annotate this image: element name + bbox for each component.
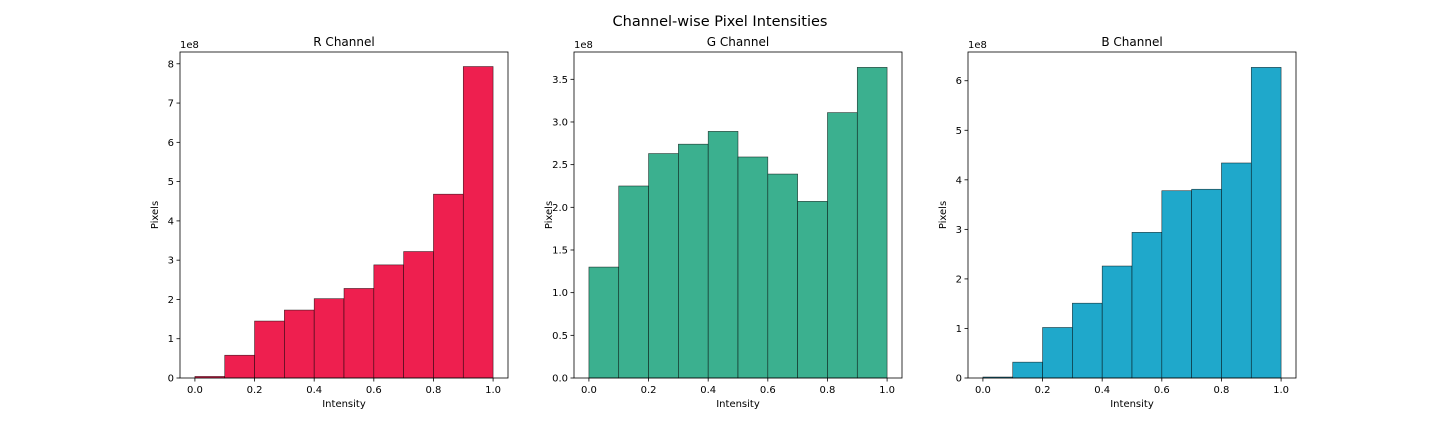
y-tick-label: 5 bbox=[168, 177, 174, 188]
y-tick-label: 2.5 bbox=[552, 160, 568, 171]
x-tick-label: 1.0 bbox=[485, 385, 501, 396]
histogram-bar bbox=[343, 288, 375, 379]
y-tick-label: 1 bbox=[168, 334, 174, 345]
x-tick-label: 0.6 bbox=[1154, 385, 1170, 396]
histogram-bar bbox=[1221, 162, 1252, 379]
x-tick-label: 0.0 bbox=[975, 385, 991, 396]
y-tick-label: 0 bbox=[168, 374, 174, 385]
histogram-bar bbox=[224, 354, 255, 379]
x-axis-label: Intensity bbox=[1110, 399, 1154, 410]
y-offset-label: 1e8 bbox=[574, 40, 593, 51]
histogram-bar bbox=[284, 309, 315, 379]
histogram-bar bbox=[856, 67, 888, 379]
histogram-bar bbox=[433, 193, 464, 379]
y-tick-label: 6 bbox=[168, 138, 174, 149]
y-tick-label: 0.0 bbox=[552, 374, 568, 385]
y-axis-label: Pixels bbox=[544, 201, 555, 229]
x-tick-label: 0.2 bbox=[247, 385, 263, 396]
y-tick-label: 2 bbox=[956, 274, 962, 285]
y-tick-label: 1.5 bbox=[552, 245, 568, 256]
axes-frame bbox=[573, 51, 903, 379]
histogram-bar bbox=[737, 156, 769, 379]
subplot-g: 0.0 0.2 0.4 0.6 0.8 1.0 0.0 0.5 1.0 1.5 2.0 2.5 3.0 3… bbox=[544, 35, 903, 410]
x-tick-label: 0.4 bbox=[1094, 385, 1110, 396]
histogram-bar bbox=[827, 112, 858, 379]
subplot-title: B Channel bbox=[1101, 35, 1162, 49]
x-tick-label: 1.0 bbox=[879, 385, 895, 396]
y-axis-label: Pixels bbox=[938, 201, 949, 229]
y-tick-label: 4 bbox=[168, 216, 174, 227]
y-tick-label: 7 bbox=[168, 99, 174, 110]
x-tick-label: 0.8 bbox=[426, 385, 442, 396]
y-tick-label: 1 bbox=[956, 324, 962, 335]
y-tick-label: 1.0 bbox=[552, 288, 568, 299]
axes-frame bbox=[179, 51, 509, 379]
subplot-title: R Channel bbox=[313, 35, 374, 49]
x-tick-label: 0.8 bbox=[1214, 385, 1230, 396]
histogram-bar bbox=[462, 66, 494, 379]
x-tick-label: 1.0 bbox=[1273, 385, 1289, 396]
histogram-bar bbox=[767, 173, 798, 379]
y-tick-label: 0.5 bbox=[552, 331, 568, 342]
histogram-bar bbox=[373, 264, 404, 379]
y-tick-label: 2.0 bbox=[552, 203, 568, 214]
y-tick-label: 2 bbox=[168, 295, 174, 306]
x-tick-label: 0.6 bbox=[366, 385, 382, 396]
histogram-bar bbox=[588, 266, 620, 379]
y-tick-label: 0 bbox=[956, 374, 962, 385]
x-tick-label: 0.6 bbox=[760, 385, 776, 396]
histogram-bar bbox=[254, 320, 285, 379]
histogram-bar bbox=[1101, 265, 1133, 379]
x-tick-label: 0.4 bbox=[306, 385, 322, 396]
y-tick-label: 4 bbox=[956, 175, 962, 186]
subplot-r: 0.0 0.2 0.4 0.6 0.8 1.0 0 1 2 3 4 5 6 7 8 1e8 R Channel I… bbox=[150, 35, 509, 410]
y-offset-label: 1e8 bbox=[180, 40, 199, 51]
histogram-bar bbox=[797, 201, 828, 379]
y-tick-label: 3.0 bbox=[552, 117, 568, 128]
axes-frame bbox=[967, 51, 1297, 379]
histogram-bar bbox=[1042, 327, 1073, 379]
x-tick-label: 0.0 bbox=[581, 385, 597, 396]
y-tick-label: 6 bbox=[956, 76, 962, 87]
subplots: 0.0 0.2 0.4 0.6 0.8 1.0 0 1 2 3 4 5 6 7 8 1e8 R Channel I… bbox=[150, 35, 1297, 410]
y-offset-label: 1e8 bbox=[968, 40, 987, 51]
x-tick-label: 0.0 bbox=[187, 385, 203, 396]
histogram-bar bbox=[403, 251, 434, 379]
histogram-bar bbox=[648, 153, 679, 379]
x-axis-label: Intensity bbox=[716, 399, 760, 410]
y-tick-label: 3 bbox=[956, 225, 962, 236]
histogram-bar bbox=[1161, 190, 1192, 379]
histogram-bar bbox=[707, 131, 739, 379]
histogram-bar bbox=[1131, 232, 1163, 379]
x-tick-label: 0.2 bbox=[1035, 385, 1051, 396]
histogram-bar bbox=[678, 143, 709, 379]
figure-title: Channel-wise Pixel Intensities bbox=[613, 14, 828, 30]
x-tick-label: 0.2 bbox=[641, 385, 657, 396]
y-tick-label: 8 bbox=[168, 59, 174, 70]
subplot-b: 0.0 0.2 0.4 0.6 0.8 1.0 0 1 2 3 4 5 6 1e8 B Channel Int… bbox=[938, 35, 1297, 410]
subplot-title: G Channel bbox=[707, 35, 769, 49]
x-tick-label: 0.8 bbox=[820, 385, 836, 396]
y-tick-label: 3.5 bbox=[552, 75, 568, 86]
y-tick-label: 3 bbox=[168, 256, 174, 267]
histogram-bar bbox=[618, 185, 649, 379]
histogram-bar bbox=[1191, 188, 1222, 379]
x-tick-label: 0.4 bbox=[700, 385, 716, 396]
histogram-bar bbox=[1250, 67, 1282, 379]
y-axis-label: Pixels bbox=[150, 201, 161, 229]
histogram-bar bbox=[1012, 361, 1043, 379]
histogram-bar bbox=[1072, 302, 1103, 379]
histogram-bar bbox=[313, 298, 345, 379]
y-tick-label: 5 bbox=[956, 126, 962, 137]
x-axis-label: Intensity bbox=[322, 399, 366, 410]
